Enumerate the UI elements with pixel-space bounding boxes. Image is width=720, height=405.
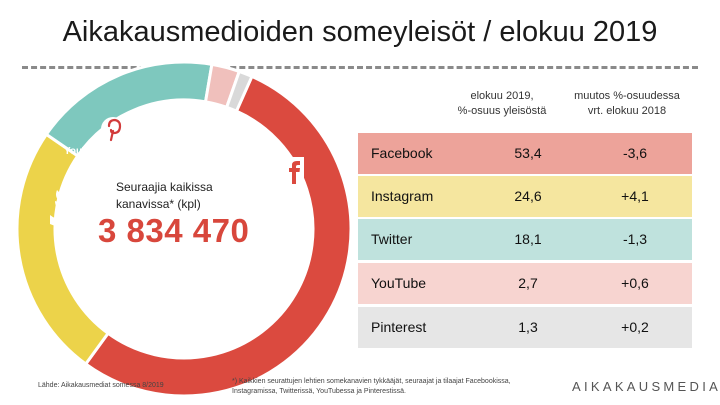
table-row-youtube: YouTube 2,7 +0,6 [358, 263, 692, 304]
change-column-header: muutos %-osuudessa vrt. elokuu 2018 [557, 89, 697, 119]
footnote: *) Kaikkien seurattujen lehtien somekana… [232, 378, 511, 395]
row-share: 24,6 [514, 188, 542, 204]
row-change: -1,3 [622, 231, 648, 247]
center-label-line2: kanavissa* (kpl) [116, 197, 201, 211]
total-followers-value: 3 834 470 [98, 212, 250, 249]
row-change: +4,1 [621, 188, 649, 204]
title-divider [22, 66, 698, 69]
page-title: Aikakausmedioiden someyleisöt / elokuu 2… [62, 16, 658, 48]
row-name: Twitter [371, 231, 413, 247]
row-change: +0,6 [621, 275, 649, 291]
table-row-pinterest: Pinterest 1,3 +0,2 [358, 307, 692, 348]
row-share: 18,1 [514, 231, 542, 247]
source-note: Lähde: Aikakausmediat somessa 8/2019 [38, 382, 164, 389]
row-change: -3,6 [622, 145, 648, 161]
row-name: Instagram [371, 188, 434, 204]
table-row-instagram: Instagram 24,6 +4,1 [358, 176, 692, 217]
facebook-icon [277, 157, 304, 184]
brand-logo: AIKAKAUSMEDIA [572, 379, 720, 394]
donut-slice-instagram [15, 132, 111, 367]
table-row-facebook: Facebook 53,4 -3,6 [358, 133, 692, 174]
row-name: YouTube [371, 275, 427, 291]
donut-slice-pinterest [224, 69, 254, 114]
youtube-icon: YouTube [64, 145, 106, 157]
share-header-line2: %-osuus yleisöstä [457, 105, 547, 117]
row-name: Pinterest [371, 319, 427, 335]
row-change: +0,2 [621, 319, 649, 335]
row-share: 53,4 [514, 145, 542, 161]
row-name: Facebook [371, 145, 433, 161]
share-header-line1: elokuu 2019, [470, 90, 534, 102]
row-share: 1,3 [518, 319, 538, 335]
row-share: 2,7 [518, 275, 538, 291]
pinterest-icon [101, 117, 125, 142]
donut-slice-twitter [44, 60, 214, 158]
share-column-header: elokuu 2019, %-osuus yleisöstä [432, 89, 572, 119]
center-label-line1: Seuraajia kaikissa [116, 180, 213, 194]
table-row-twitter: Twitter 18,1 -1,3 [358, 219, 692, 260]
instagram-icon [128, 311, 158, 341]
twitter-icon [50, 190, 96, 228]
change-header-line2: vrt. elokuu 2018 [587, 105, 667, 117]
donut-slice-facebook [83, 74, 353, 398]
change-header-line1: muutos %-osuudessa [574, 90, 680, 102]
